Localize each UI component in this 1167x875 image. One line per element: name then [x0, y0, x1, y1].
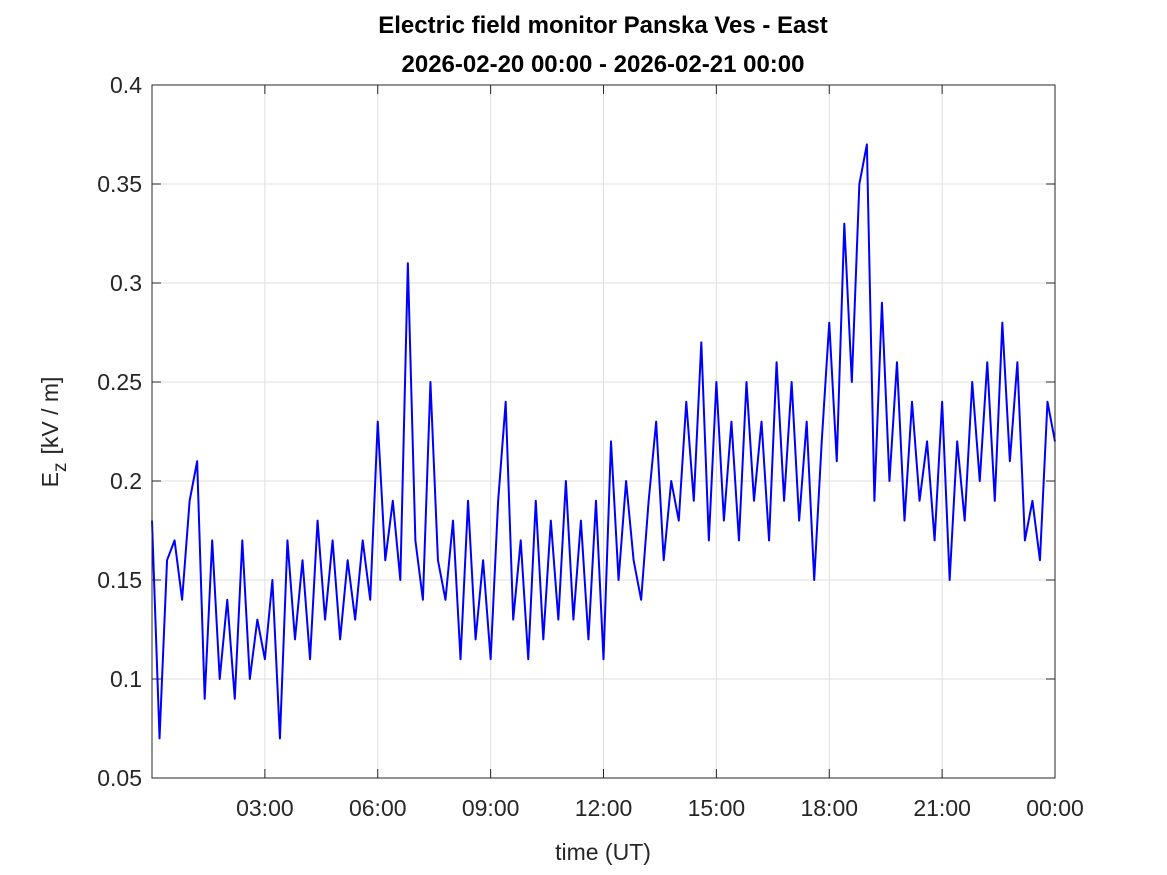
x-tick-label: 12:00 [575, 795, 633, 821]
x-tick-label: 09:00 [462, 795, 520, 821]
y-label-unit: [kV / m] [37, 377, 63, 455]
x-tick-label: 18:00 [800, 795, 858, 821]
data-line [151, 143, 1056, 740]
y-axis-label: Ez [kV / m] [37, 377, 71, 488]
plot-frame [151, 84, 1056, 779]
chart-title: Electric field monitor Panska Ves - East [378, 12, 828, 39]
x-axis-label: time (UT) [555, 839, 651, 865]
x-tick-label: 15:00 [688, 795, 746, 821]
y-tick-label: 0.1 [110, 666, 142, 692]
y-label-sub: z [50, 463, 71, 473]
x-tick-label: 21:00 [913, 795, 971, 821]
y-tick-label: 0.3 [110, 270, 142, 296]
y-tick-label: 0.15 [97, 567, 142, 593]
y-tick-label: 0.05 [97, 765, 142, 791]
y-tick-label: 0.2 [110, 468, 142, 494]
x-tick-label: 03:00 [236, 795, 294, 821]
y-tick-label: 0.25 [97, 369, 142, 395]
x-tick-label: 06:00 [349, 795, 407, 821]
y-label-main: E [37, 472, 63, 487]
y-tick-label: 0.35 [97, 171, 142, 197]
chart-subtitle: 2026-02-20 00:00 - 2026-02-21 00:00 [402, 51, 805, 78]
x-tick-label: 00:00 [1026, 795, 1084, 821]
y-tick-label: 0.4 [110, 72, 142, 98]
